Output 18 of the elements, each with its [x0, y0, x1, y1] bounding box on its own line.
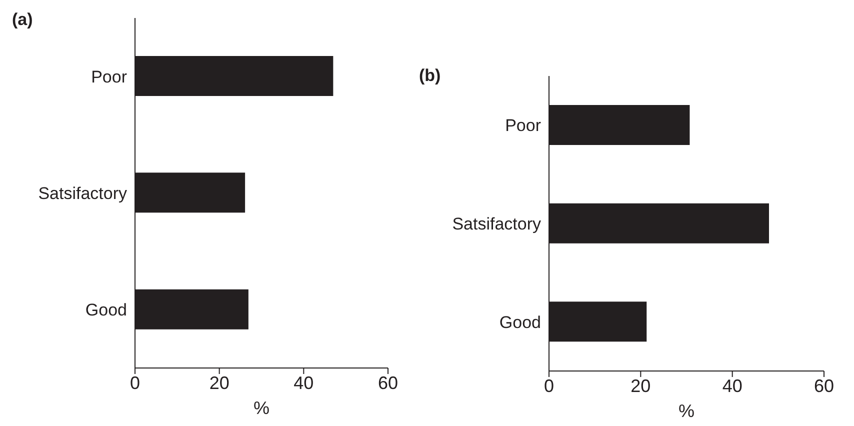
x-tick-label: 0 [544, 376, 554, 396]
x-tick-label: 20 [209, 372, 230, 393]
y-tick-label: Poor [505, 116, 542, 136]
y-tick-label: Satsifactory [38, 184, 128, 204]
x-axis-title: % [678, 401, 695, 421]
chart-title: (b) [419, 66, 441, 86]
y-tick-label: Good [85, 300, 127, 320]
x-tick-label: 60 [814, 376, 834, 396]
x-axis-title: % [253, 398, 270, 418]
y-tick-label: Satsifactory [452, 214, 542, 234]
x-tick-label: 60 [378, 372, 398, 393]
x-tick-label: 40 [294, 372, 314, 393]
x-tick-label: 40 [722, 376, 742, 396]
y-tick-label: Good [499, 312, 541, 332]
chart-title: (a) [12, 10, 33, 30]
x-tick-label: 0 [130, 372, 140, 393]
x-tick-label: 20 [630, 376, 651, 396]
y-tick-label: Poor [91, 67, 128, 86]
